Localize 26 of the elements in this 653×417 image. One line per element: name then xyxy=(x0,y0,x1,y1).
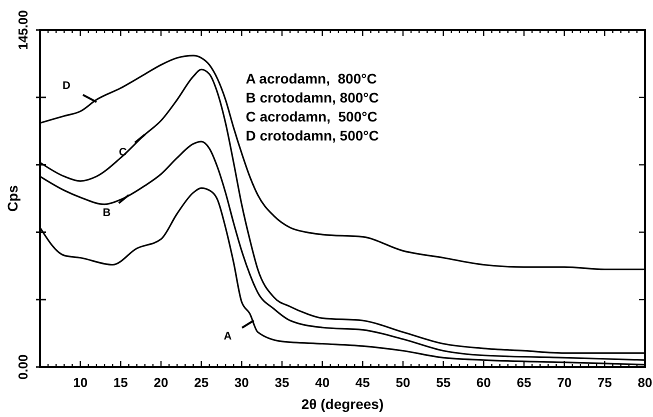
x-axis-title: 2θ (degrees) xyxy=(301,396,384,412)
annotation: B xyxy=(102,206,111,219)
x-tick-label: 15 xyxy=(113,375,128,390)
x-tick-label: 30 xyxy=(234,375,249,390)
annotation: C acrodamn, 500°C xyxy=(246,108,378,124)
y-axis-title: Cps xyxy=(4,185,21,212)
x-tick-label: 65 xyxy=(516,375,532,390)
x-tick-label: 75 xyxy=(597,375,612,390)
x-tick-label: 25 xyxy=(194,375,209,390)
annotation: D crotodamn, 500°C xyxy=(246,127,379,144)
y-tick-label: 0.00 xyxy=(15,354,30,380)
x-tick-label: 50 xyxy=(396,375,410,390)
x-tick-label: 35 xyxy=(274,375,290,390)
x-tick-label: 10 xyxy=(73,375,88,390)
x-tick-label: 60 xyxy=(476,375,491,390)
annotation: D xyxy=(62,80,70,92)
annotation: A xyxy=(224,330,232,342)
annotation: A acrodamn, 800°C xyxy=(246,70,377,86)
x-tick-label: 80 xyxy=(638,375,652,390)
x-tick-label: 45 xyxy=(355,375,370,390)
x-tick-label: 70 xyxy=(557,375,572,390)
x-tick-label: 40 xyxy=(315,375,330,390)
annotation: B crotodamn, 800°C xyxy=(246,89,379,106)
y-tick-label: 145.00 xyxy=(15,10,30,50)
x-tick-label: 20 xyxy=(154,375,168,390)
x-tick-label: 55 xyxy=(436,375,451,390)
